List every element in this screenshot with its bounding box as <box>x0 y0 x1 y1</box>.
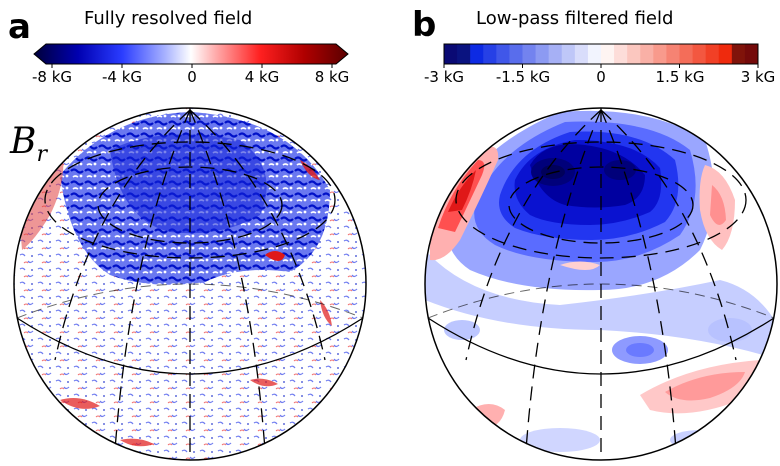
negative-blob <box>444 320 480 340</box>
equator-back <box>16 283 364 319</box>
colorbar-b-tick: 1.5 kG <box>655 68 705 86</box>
negative-core <box>604 160 636 180</box>
colorbar-b-level <box>535 44 550 64</box>
meridian <box>54 109 191 361</box>
positive-lobe <box>710 185 726 225</box>
colorbar-b-tick: -1.5 kG <box>495 68 551 86</box>
sphere-b-low-pass <box>424 107 778 461</box>
colorbar-b-level <box>601 44 615 64</box>
colorbar-b-level <box>744 44 759 64</box>
meridian <box>600 109 737 361</box>
meridian <box>525 109 602 451</box>
colorbar-b-level <box>692 44 707 64</box>
panel-a-letter: a <box>8 7 31 47</box>
positive-patch <box>265 251 285 261</box>
equator <box>16 317 364 375</box>
colorbar-b-level <box>561 44 576 64</box>
colorbar-b-level <box>574 44 589 64</box>
colorbar-b <box>443 43 759 68</box>
colorbar-b-level <box>640 44 654 64</box>
positive-patch <box>320 300 332 326</box>
latitude-line <box>508 166 694 244</box>
negative-blob <box>626 343 654 357</box>
variable-symbol: B <box>10 121 37 162</box>
meridian <box>465 109 602 361</box>
negative-core <box>110 134 267 234</box>
meridian <box>600 109 677 451</box>
sphere-b-outline <box>424 107 778 461</box>
positive-patch <box>120 438 154 447</box>
colorbar-b-level <box>496 44 510 64</box>
positive-lobe <box>448 170 476 212</box>
colorbar-a <box>33 43 349 68</box>
weak-negative-band <box>425 250 777 360</box>
colorbar-a-tick: -4 kG <box>101 68 143 86</box>
sphere-a-outline <box>13 107 367 461</box>
colorbar-a-tick: 8 kG <box>314 68 350 86</box>
colorbar-a-title: Fully resolved field <box>84 8 253 29</box>
variable-subscript: r <box>36 142 47 168</box>
sphere-a-fully-resolved <box>13 107 367 461</box>
positive-patch <box>60 398 100 409</box>
colorbar-a-tick: 4 kG <box>244 68 280 86</box>
colorbar-b-tick: 0 <box>596 68 606 86</box>
colorbar-b-level <box>679 44 694 64</box>
colorbar-b-level <box>522 44 537 64</box>
negative-blob <box>670 430 730 450</box>
colorbar-b-level <box>666 44 680 64</box>
equator-back <box>427 283 775 319</box>
colorbar-b-level <box>457 44 471 64</box>
colorbar-b-level <box>444 44 458 64</box>
colorbar-a-tick: -8 kG <box>31 68 73 86</box>
variable-label: Br <box>10 124 47 166</box>
positive-lobe <box>665 372 745 401</box>
meridian <box>189 109 266 451</box>
colorbar-b-level <box>705 44 720 64</box>
colorbar-b-level <box>614 44 628 64</box>
colorbar-b-level <box>731 44 746 64</box>
colorbar-a-tick: 0 <box>187 68 197 86</box>
colorbar-b-tick: 3 kG <box>740 68 776 86</box>
colorbar-b-level <box>627 44 641 64</box>
meridian <box>189 109 326 361</box>
latitude-line <box>97 166 283 244</box>
colorbar-b-level <box>548 44 563 64</box>
positive-patch <box>250 378 278 387</box>
positive-lobe <box>560 261 600 270</box>
colorbar-b-level <box>587 44 602 64</box>
colorbar-b-level <box>483 44 497 64</box>
colorbar-b-level <box>718 44 733 64</box>
latitude-line <box>44 141 336 259</box>
negative-blob <box>708 318 752 342</box>
colorbar-b-level <box>509 44 523 64</box>
meridian <box>114 109 191 451</box>
panel-b-letter: b <box>412 5 437 45</box>
equator <box>427 317 775 375</box>
colorbar-b-tick: -3 kG <box>423 68 465 86</box>
latitude-line <box>455 141 747 259</box>
colorbar-b-title: Low-pass filtered field <box>476 8 674 29</box>
negative-blob <box>520 428 600 452</box>
colorbar-b-level <box>470 44 484 64</box>
colorbar-b-level <box>653 44 667 64</box>
